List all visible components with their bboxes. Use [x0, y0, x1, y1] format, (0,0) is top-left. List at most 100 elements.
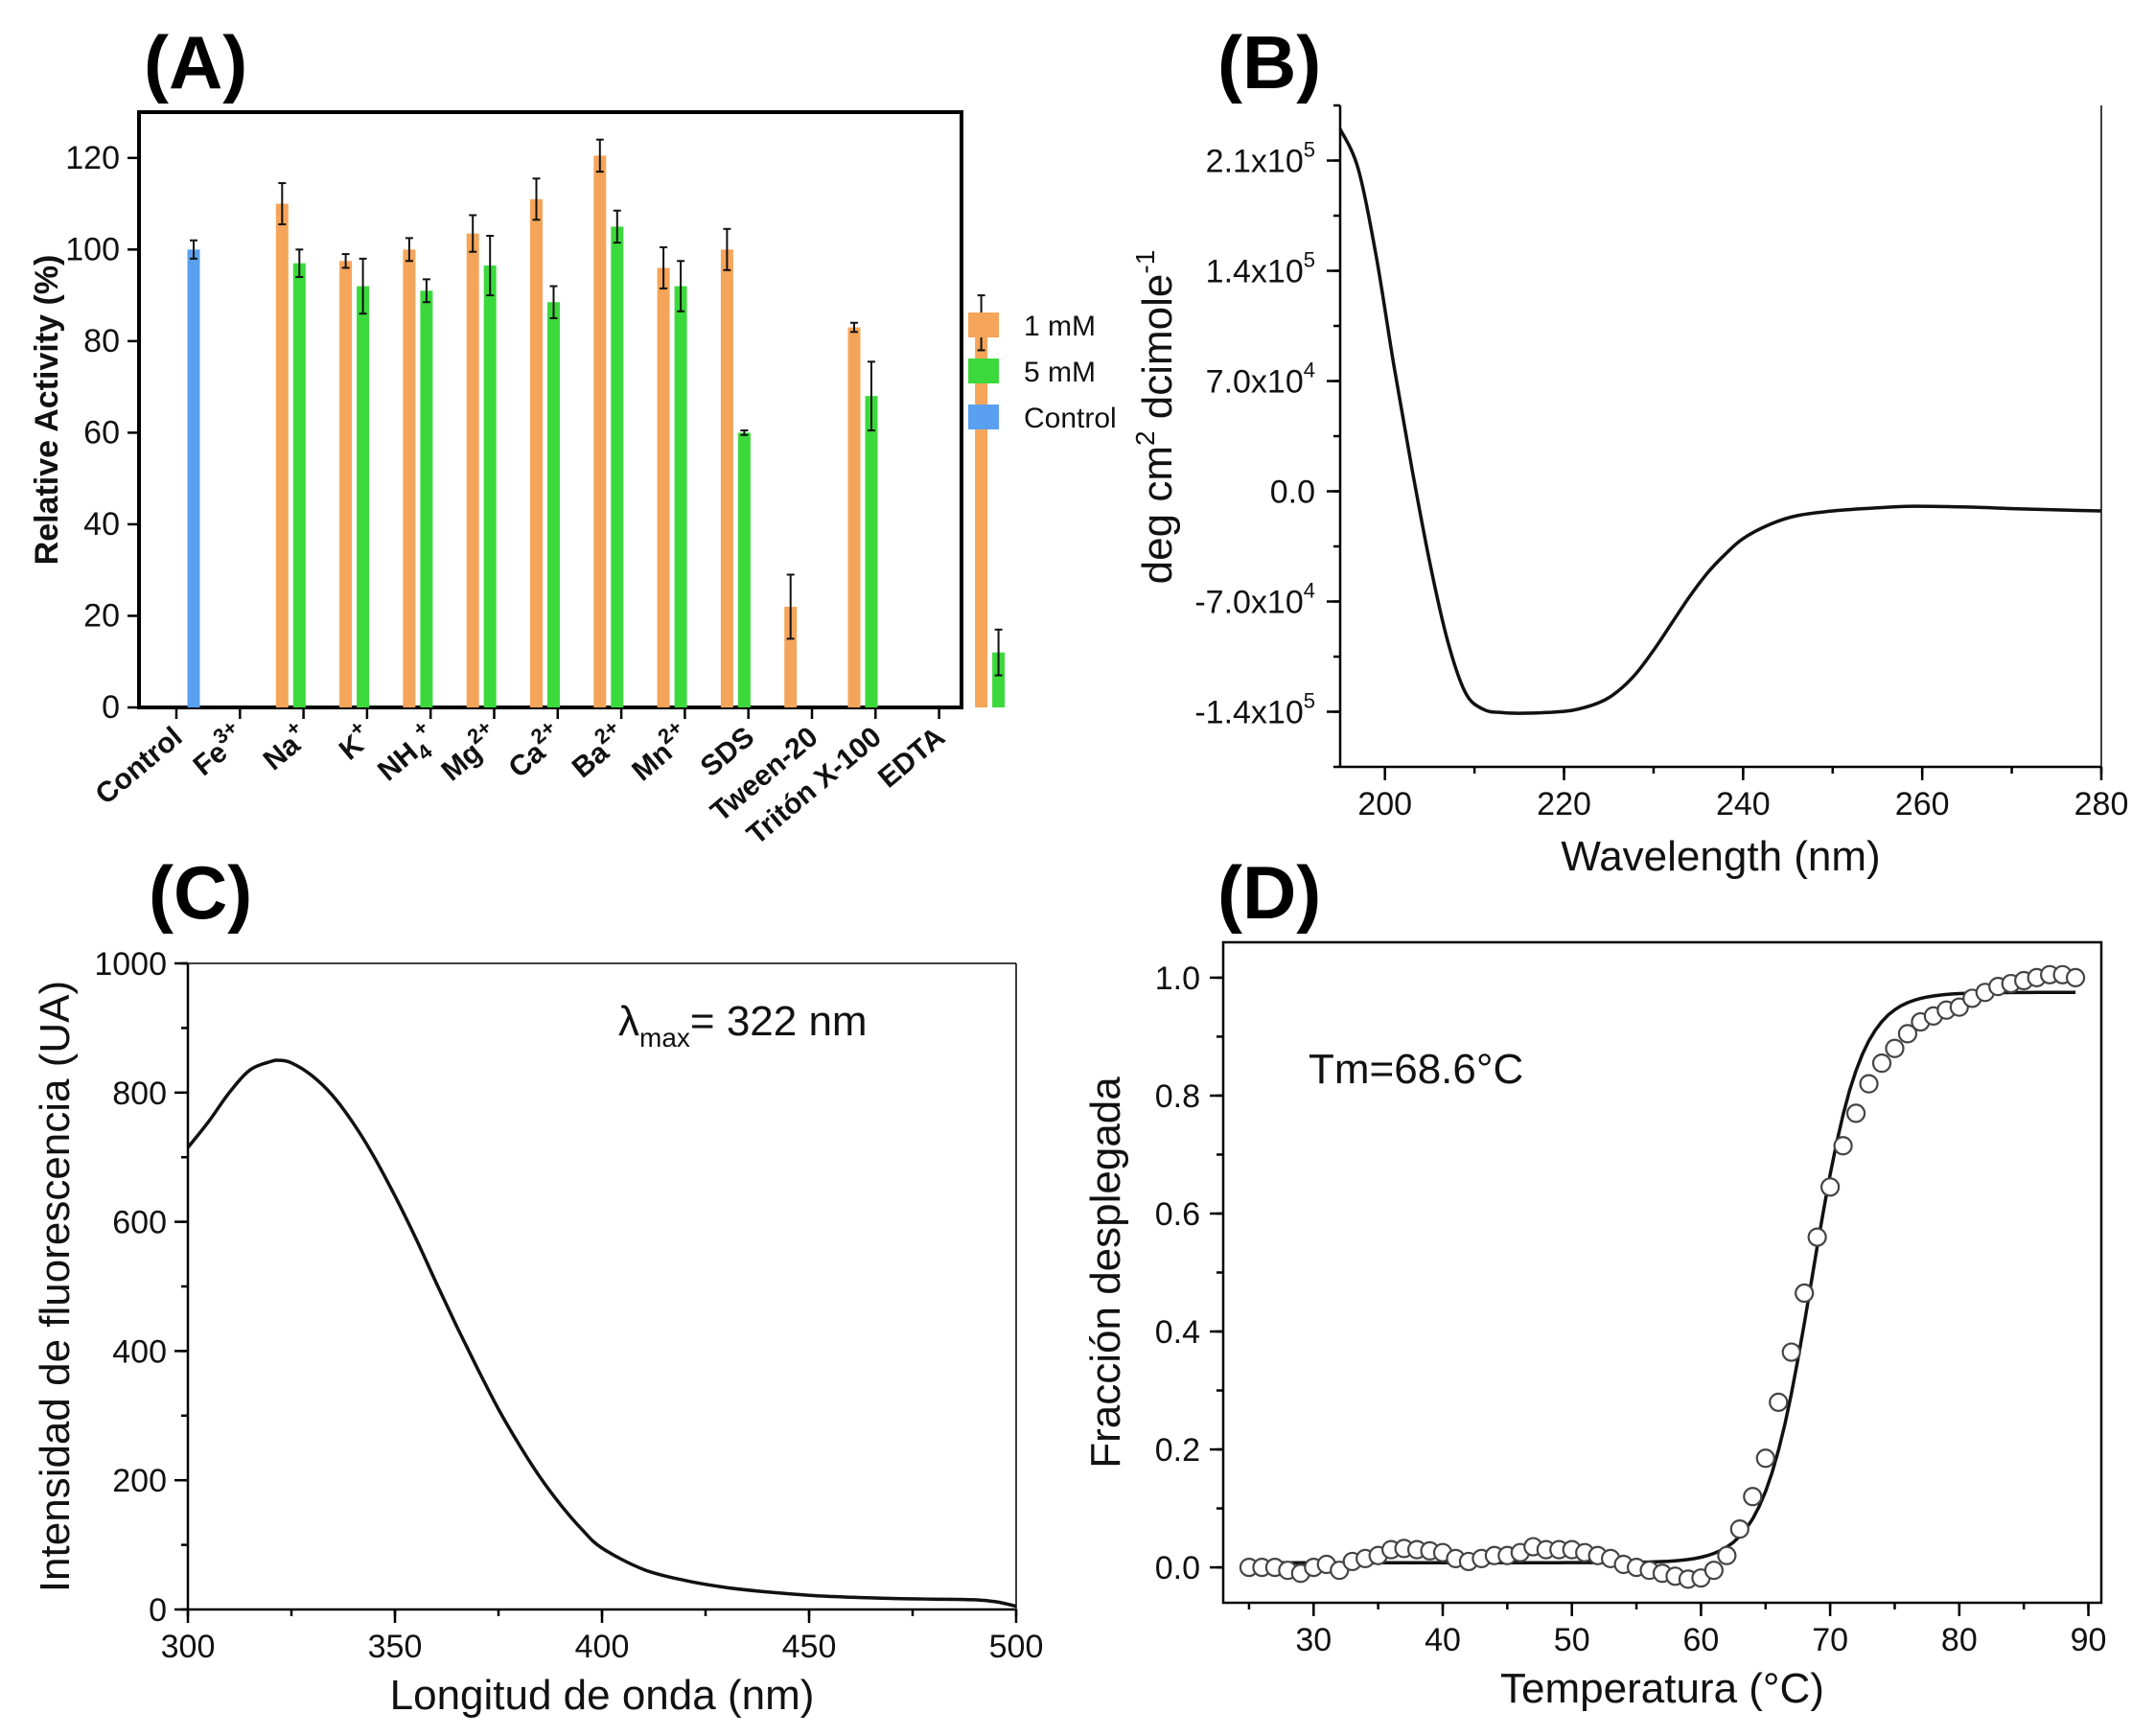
panel-b-y-title-part: deg cm — [1134, 446, 1181, 584]
panel-a-x-label-superscript: + — [407, 715, 432, 741]
panel-d-x-tick-label: 60 — [1682, 1622, 1719, 1658]
panel-b-y-tick-label: -7.0x104 — [1194, 579, 1315, 621]
panel-a-x-tick-label: Fe3+ — [182, 715, 251, 782]
panel-d-data-point — [1820, 1177, 1841, 1197]
panel-b-y-title-part: dcimole — [1134, 274, 1181, 431]
panel-a-legend-swatch — [968, 312, 999, 337]
panel-d-data-point — [1769, 1392, 1789, 1412]
panel-a-bar — [847, 327, 861, 707]
panel-a-legend-label: 1 mM — [1024, 311, 1096, 342]
panel-d-data-point — [1885, 1038, 1905, 1058]
panel-c-x-tick-label: 500 — [989, 1629, 1044, 1665]
panel-c-fluorescence-spectrum: 0 200 400 600 800 1000 300 350 400 450 500 λmax= 32… — [32, 946, 1043, 1719]
panel-a-x-tick-label: Ba2+ — [562, 715, 634, 784]
panel-d-y-tick-label: 0.2 — [1155, 1432, 1200, 1469]
panel-a-bar — [339, 261, 353, 707]
panel-a-x-label-base: EDTA — [872, 721, 951, 794]
panel-a-y-tick-label: 0 — [102, 689, 120, 726]
panel-a-bar — [483, 266, 497, 707]
panel-b-y-tick-mantissa: 1.4x10 — [1206, 254, 1304, 290]
panel-d-x-tick-label: 80 — [1941, 1622, 1978, 1658]
panel-b-y-tick-label: 1.4x105 — [1206, 248, 1315, 290]
panel-d-data-point — [1859, 1074, 1879, 1094]
panel-a-x-tick-label: NH4+ — [367, 715, 447, 792]
panel-d-data-point — [1729, 1519, 1749, 1539]
panel-d-y-tick-label: 0.0 — [1155, 1550, 1200, 1586]
panel-b-y-tick-mantissa: 0.0 — [1270, 475, 1315, 511]
panel-a-bar — [674, 286, 687, 707]
panel-a-y-axis-title: Relative Activity (%) — [29, 255, 65, 566]
panel-d-data-point — [1330, 1561, 1350, 1581]
panel-c-lambda-max-annotation: λmax= 322 nm — [618, 998, 868, 1053]
panel-c-annotation-lambda: λ — [618, 998, 639, 1045]
panel-a-bar — [865, 396, 878, 707]
panel-b-cd-curve — [1338, 127, 2102, 715]
panel-c-x-axis-title: Longitud de onda (nm) — [390, 1672, 815, 1719]
panel-d-data-point — [1755, 1448, 1775, 1469]
panel-a-y-tick-label: 80 — [83, 323, 120, 359]
panel-a-letter: (A) — [144, 20, 247, 104]
panel-b-x-tick-label: 220 — [1537, 786, 1591, 822]
panel-b-x-axis-title: Wavelength (nm) — [1561, 833, 1880, 880]
panel-a-bar — [292, 263, 306, 707]
panel-d-data-point — [1717, 1545, 1737, 1565]
panel-a-x-tick-label: EDTA — [872, 721, 951, 794]
panel-b-y-title-superscript: -1 — [1130, 250, 1160, 274]
panel-d-unfolding-curve: 0.0 0.2 0.4 0.6 0.8 1.0 30 40 50 60 70 80 90 Tm=68.6°… — [1082, 940, 2107, 1712]
panel-d-y-tick-label: 0.6 — [1155, 1196, 1200, 1233]
panel-b-y-tick-mantissa: 7.0x10 — [1206, 364, 1304, 401]
panel-b-y-tick-exponent: 4 — [1304, 579, 1315, 603]
panel-d-data-point — [1949, 997, 1969, 1017]
panel-c-y-tick-label: 400 — [112, 1333, 167, 1370]
panel-b-y-axis-title: deg cm2 dcimole-1 — [1130, 250, 1181, 585]
panel-d-y-tick-label: 1.0 — [1155, 961, 1200, 997]
panel-b-x-tick-label: 200 — [1357, 786, 1412, 822]
panel-d-data-point — [1897, 1024, 1918, 1044]
panel-d-x-tick-label: 70 — [1812, 1622, 1848, 1658]
panel-b-x-tick-label: 260 — [1895, 786, 1950, 822]
panel-d-fit-curve — [1248, 990, 2076, 1564]
panel-a-bar — [466, 233, 479, 708]
panel-b-x-tick-label: 280 — [2074, 786, 2129, 822]
panel-b-letter: (B) — [1217, 20, 1321, 104]
panel-c-letter: (C) — [149, 850, 252, 935]
panel-b-x-tick-label: 240 — [1716, 786, 1771, 822]
panel-b-y-tick-label: -1.4x105 — [1194, 689, 1315, 731]
panel-c-x-tick-label: 300 — [161, 1629, 216, 1665]
panel-a-y-tick-label: 40 — [83, 506, 120, 543]
panel-d-data-point — [2065, 967, 2086, 988]
panel-d-data-point — [1743, 1487, 1763, 1507]
panel-b-y-title-superscript: 2 — [1130, 430, 1160, 446]
panel-d-y-axis-title: Fracción desplegada — [1082, 1076, 1129, 1469]
panel-a-x-tick-label: Na+ — [253, 715, 316, 776]
panel-d-y-tick-label: 0.8 — [1155, 1078, 1200, 1115]
panel-a-x-tick-label: K+ — [329, 715, 380, 767]
panel-b-y-tick-mantissa: -1.4x10 — [1194, 695, 1303, 731]
panel-d-data-point — [1795, 1283, 1815, 1304]
panel-d-x-tick-label: 90 — [2071, 1622, 2107, 1658]
panel-c-y-tick-label: 1000 — [94, 946, 167, 983]
panel-a-bar — [992, 652, 1006, 707]
panel-a-bar — [593, 155, 607, 708]
panel-d-data-point — [1845, 1103, 1866, 1123]
panel-d-x-tick-label: 50 — [1554, 1622, 1590, 1658]
panel-d-data-point — [1833, 1136, 1853, 1156]
panel-c-fluorescence-curve — [186, 1058, 1017, 1609]
panel-b-y-tick-exponent: 4 — [1304, 359, 1315, 382]
panel-a-x-tick-label: Mn2+ — [621, 715, 697, 787]
panel-c-x-tick-label: 450 — [782, 1629, 837, 1665]
panel-b-y-tick-exponent: 5 — [1304, 689, 1315, 713]
panel-a-bar — [784, 606, 798, 707]
panel-d-data-point — [1807, 1227, 1827, 1247]
panel-c-x-tick-label: 350 — [368, 1629, 423, 1665]
panel-d-data-point — [1781, 1342, 1801, 1362]
panel-a-y-tick-label: 120 — [65, 140, 120, 176]
panel-a-bar — [657, 267, 670, 707]
panel-a-x-label-base: Control — [90, 721, 189, 811]
panel-b-y-tick-exponent: 5 — [1304, 138, 1315, 162]
panel-a-y-tick-label: 100 — [65, 231, 120, 267]
panel-b-y-tick-label: 7.0x104 — [1206, 359, 1315, 401]
panel-d-x-axis-title: Temperatura (°C) — [1500, 1665, 1824, 1712]
